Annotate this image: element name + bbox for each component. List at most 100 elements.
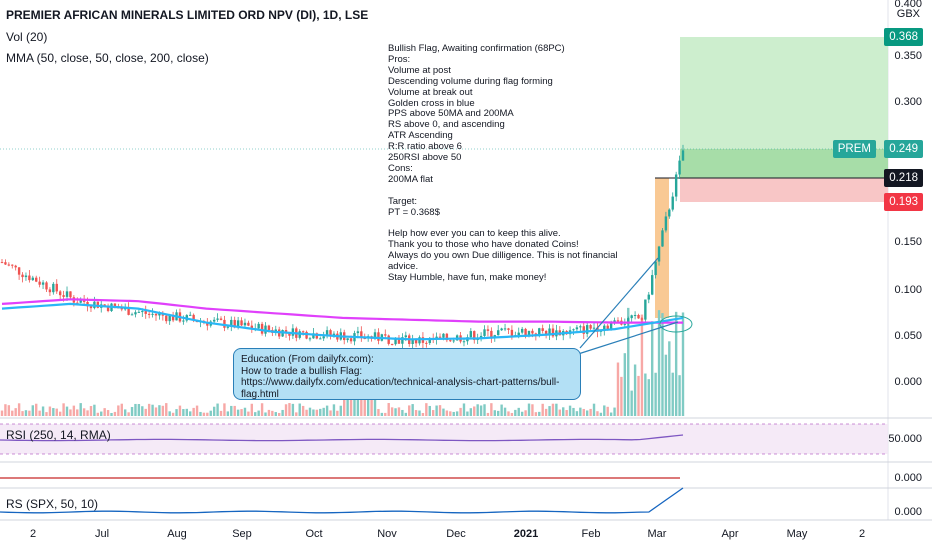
volume-bar xyxy=(579,407,582,416)
candle-body xyxy=(585,325,589,334)
candle-body xyxy=(158,313,161,316)
candle-body xyxy=(28,275,31,281)
volume-bar xyxy=(0,410,4,416)
candle-body xyxy=(233,319,236,328)
candle-body xyxy=(527,330,531,337)
mma-legend[interactable]: MMA (50, close, 50, close, 200, close) xyxy=(6,51,209,65)
volume-bar xyxy=(527,403,531,416)
volume-legend[interactable]: Vol (20) xyxy=(6,30,48,44)
candle-body xyxy=(322,336,325,339)
candle-body xyxy=(127,307,130,315)
candle-body xyxy=(315,333,319,339)
candle-body xyxy=(308,338,312,340)
candle-body xyxy=(664,216,668,231)
volume-bar xyxy=(572,407,575,416)
candle-body xyxy=(58,291,62,296)
candle-body xyxy=(147,313,151,315)
volume-bar xyxy=(212,406,216,416)
volume-bar xyxy=(165,403,168,416)
volume-bar xyxy=(640,314,644,416)
volume-bar xyxy=(538,411,541,416)
candle-body xyxy=(572,329,575,331)
volume-bar xyxy=(158,405,161,416)
volume-bar xyxy=(141,406,144,416)
candle-body xyxy=(442,333,445,338)
volume-bar xyxy=(100,411,103,416)
callout-pointer-1 xyxy=(579,257,659,349)
volume-bar xyxy=(397,407,401,416)
volume-bar xyxy=(247,411,250,416)
volume-bar xyxy=(24,410,28,416)
xtick-2021: 2021 xyxy=(513,528,539,540)
candle-body xyxy=(82,299,86,302)
volume-bar xyxy=(4,404,7,416)
volume-bar xyxy=(353,393,356,416)
volume-bar xyxy=(223,403,226,416)
volume-bar xyxy=(137,404,141,416)
volume-bar xyxy=(555,403,558,416)
volume-bar xyxy=(298,403,301,416)
volume-bar xyxy=(356,386,360,416)
volume-bar xyxy=(414,410,418,416)
rsi-legend[interactable]: RSI (250, 14, RMA) xyxy=(6,428,111,442)
volume-bar xyxy=(459,407,462,416)
candle-body xyxy=(226,326,230,328)
volume-bar xyxy=(500,404,503,416)
volume-bar xyxy=(637,375,640,416)
candle-body xyxy=(425,342,428,344)
candle-body xyxy=(288,332,291,336)
candle-body xyxy=(223,319,226,328)
volume-bar xyxy=(65,406,69,416)
xtick-sep: Sep xyxy=(232,528,252,540)
volume-bar xyxy=(192,407,195,416)
volume-bar xyxy=(48,406,52,416)
volume-bar xyxy=(230,405,233,416)
volume-bar xyxy=(394,408,397,416)
volume-bar xyxy=(120,403,123,416)
candle-body xyxy=(349,338,353,342)
candle-body xyxy=(674,174,678,197)
volume-bar xyxy=(390,407,394,416)
currency-label: GBX xyxy=(896,8,920,20)
volume-bar xyxy=(260,403,264,416)
candle-body xyxy=(79,299,82,303)
candle-body xyxy=(507,328,510,330)
candle-body xyxy=(151,313,154,315)
candle-body xyxy=(182,320,185,322)
volume-bar xyxy=(332,404,336,416)
ytick-400: 0.400 xyxy=(894,0,922,10)
xtick-aug: Aug xyxy=(167,528,187,540)
volume-bar xyxy=(582,408,585,416)
volume-bar xyxy=(254,412,257,416)
volume-bar xyxy=(678,375,681,416)
volume-bar xyxy=(236,409,240,416)
volume-bar xyxy=(339,405,342,416)
volume-bar xyxy=(490,403,493,416)
candle-body xyxy=(445,333,449,341)
candle-body xyxy=(65,291,69,297)
volume-bar xyxy=(435,405,438,416)
candle-body xyxy=(240,320,243,326)
candle-body xyxy=(449,340,452,342)
volume-bar xyxy=(7,405,11,416)
rs-legend[interactable]: RS (SPX, 50, 10) xyxy=(6,497,99,511)
candle-body xyxy=(397,337,401,344)
xtick-may: May xyxy=(786,528,808,540)
candle-body xyxy=(671,196,674,210)
candle-body xyxy=(548,328,551,336)
volume-bar xyxy=(657,310,661,416)
volume-bar xyxy=(349,395,353,416)
volume-bar xyxy=(483,404,486,416)
flag-pole-box xyxy=(655,178,669,318)
candle-body xyxy=(168,314,171,322)
volume-bar xyxy=(106,410,110,416)
volume-bar xyxy=(62,403,65,416)
candle-body xyxy=(69,291,72,298)
volume-bar xyxy=(647,379,650,416)
candle-body xyxy=(257,323,260,329)
rsi-tick-0: 0.000 xyxy=(894,472,922,484)
volume-bar xyxy=(319,408,322,416)
candle-body xyxy=(678,160,681,175)
volume-bar xyxy=(113,411,117,416)
